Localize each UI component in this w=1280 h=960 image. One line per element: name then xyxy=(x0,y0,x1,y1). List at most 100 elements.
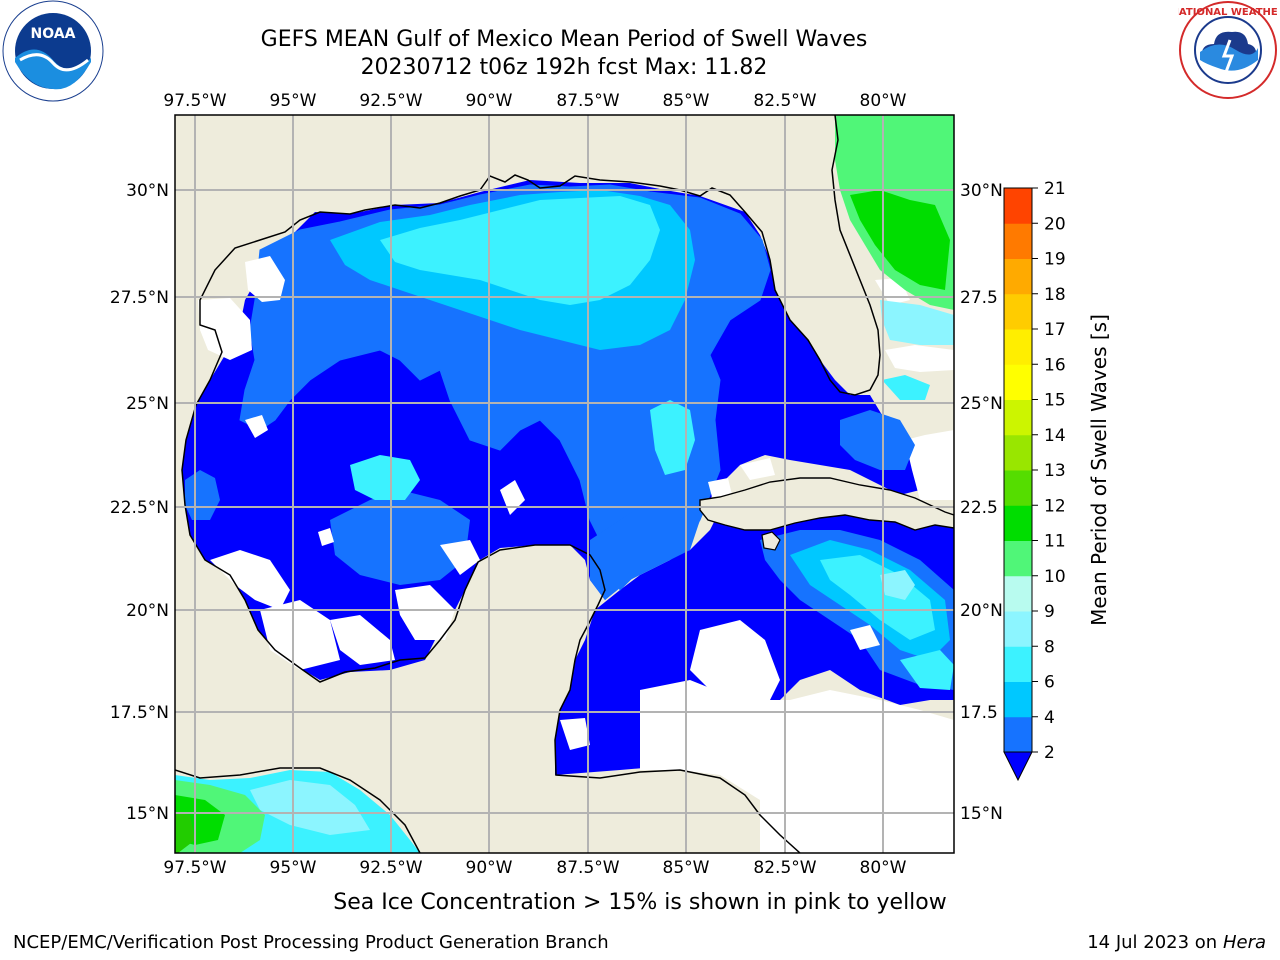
colorbar-tick-label: 15 xyxy=(1044,391,1066,411)
lon-label-top: 95°W xyxy=(270,91,317,111)
sea-ice-note: Sea Ice Concentration > 15% is shown in … xyxy=(333,890,947,915)
noaa-logo-text: NOAA xyxy=(31,26,76,42)
lat-label-right: 15°N xyxy=(960,804,1003,824)
lon-label-bottom: 87.5°W xyxy=(556,858,619,878)
colorbar-segment xyxy=(1004,611,1032,647)
left-lat-labels: 30°N 27.5°N 25°N 22.5°N 20°N 17.5°N 15°N xyxy=(110,181,169,824)
lon-label-top: 82.5°W xyxy=(753,91,816,111)
mexico-coastline xyxy=(184,504,801,853)
swell-band-2-4s-south xyxy=(330,490,470,585)
graticule xyxy=(175,115,954,853)
bottom-lon-labels: 97.5°W 95°W 92.5°W 90°W 87.5°W 85°W 82.5… xyxy=(163,858,906,878)
colorbar-segment xyxy=(1004,293,1032,330)
atlantic-band-6-8s-florida xyxy=(882,375,930,400)
colorbar-segment xyxy=(1004,681,1032,718)
colorbar-tick-label: 8 xyxy=(1044,637,1055,657)
colorbar-segment xyxy=(1004,399,1032,436)
lat-label-right: 20°N xyxy=(960,601,1003,621)
colorbar-segment xyxy=(1004,505,1032,541)
atlantic-band-8-9s xyxy=(880,300,954,345)
map-area xyxy=(175,115,954,853)
colorbar-segment xyxy=(1004,364,1032,400)
atlantic-band-2-4s-florida xyxy=(840,410,915,470)
colorbar-extend-under xyxy=(1003,751,1033,782)
isle-of-youth xyxy=(761,531,781,551)
lat-label-left: 27.5°N xyxy=(110,288,169,308)
lat-label-right: 27.5 xyxy=(960,288,998,308)
colorbar-tick-label: 6 xyxy=(1044,673,1055,693)
colorbar-tick-label: 18 xyxy=(1044,285,1066,305)
colorbar-tick-label: 11 xyxy=(1044,532,1066,552)
lon-label-top: 90°W xyxy=(466,91,513,111)
lat-label-left: 25°N xyxy=(126,394,169,414)
colorbar-tick-label: 17 xyxy=(1044,320,1066,340)
colorbar-segment xyxy=(1004,188,1032,224)
colorbar-tick-label: 10 xyxy=(1044,567,1066,587)
lat-label-left: 22.5°N xyxy=(110,498,169,518)
lon-label-top: 85°W xyxy=(663,91,710,111)
caribbean-band-8-9s xyxy=(880,570,915,600)
colorbar-tick-label: 20 xyxy=(1044,214,1066,234)
host-name: Hera xyxy=(1222,932,1266,953)
lat-label-right: 22.5 xyxy=(960,498,998,518)
lon-label-bottom: 82.5°W xyxy=(753,858,816,878)
colorbar-tick-label: 12 xyxy=(1044,496,1066,516)
pacific-band-11-12s xyxy=(175,812,195,853)
lon-label-bottom: 92.5°W xyxy=(359,858,422,878)
swell-band-6-8s-west xyxy=(350,455,420,500)
atlantic-band-10-11s xyxy=(850,190,950,290)
lon-label-bottom: 85°W xyxy=(663,858,710,878)
lon-label-bottom: 80°W xyxy=(860,858,907,878)
colorbar-segment xyxy=(1004,540,1032,577)
colorbar-segment xyxy=(1004,434,1032,471)
lat-label-right: 30°N xyxy=(960,181,1003,201)
colorbar-tick-label: 13 xyxy=(1044,461,1066,481)
chart-subtitle: 20230712 t06z 192h fcst Max: 11.82 xyxy=(360,55,768,80)
colorbar-segment xyxy=(1004,716,1032,753)
swell-band-2-4s-yucatan-channel xyxy=(590,500,700,600)
date-text: 14 Jul 2023 on xyxy=(1087,932,1223,953)
colorbar-segment xyxy=(1004,258,1032,295)
caribbean-band-6-8s-east xyxy=(900,650,954,690)
lon-label-top: 92.5°W xyxy=(359,91,422,111)
missing-data-patches xyxy=(198,256,954,853)
colorbar-segment xyxy=(1004,646,1032,682)
colorbar-tick-label: 4 xyxy=(1044,708,1055,728)
lat-label-left: 30°N xyxy=(126,181,169,201)
colorbar-segment xyxy=(1004,223,1032,259)
colorbar-tick-label: 19 xyxy=(1044,250,1066,270)
national-weather-service-logo: NATIONAL WEATHER xyxy=(1178,1,1278,99)
lon-label-bottom: 90°W xyxy=(466,858,513,878)
lat-label-left: 17.5°N xyxy=(110,703,169,723)
swell-band-6-8s-central xyxy=(650,400,695,475)
lat-label-right: 17.5 xyxy=(960,703,998,723)
svg-text:NATIONAL WEATHER: NATIONAL WEATHER xyxy=(1178,7,1278,18)
colorbar-segment xyxy=(1004,575,1032,612)
colorbar-tick-label: 2 xyxy=(1044,743,1055,763)
colorbar-segment xyxy=(1004,470,1032,506)
noaa-logo: NOAA xyxy=(2,0,104,102)
lon-label-bottom: 95°W xyxy=(270,858,317,878)
lon-label-bottom: 97.5°W xyxy=(163,858,226,878)
chart-title: GEFS MEAN Gulf of Mexico Mean Period of … xyxy=(260,27,868,52)
cuba-landmass xyxy=(699,477,954,531)
lat-label-left: 20°N xyxy=(126,601,169,621)
colorbar-segment xyxy=(1004,329,1032,365)
colorbar-tick-label: 21 xyxy=(1044,179,1066,199)
lon-label-top: 80°W xyxy=(860,91,907,111)
date-footer: 14 Jul 2023 on Hera xyxy=(1087,932,1266,953)
swell-band-6-8s xyxy=(380,196,660,305)
colorbar-tick-label: 16 xyxy=(1044,355,1066,375)
map-frame xyxy=(174,114,955,854)
caribbean-band-6-8s xyxy=(820,555,935,640)
pacific-coastline xyxy=(175,767,421,853)
organization-footer: NCEP/EMC/Verification Post Processing Pr… xyxy=(13,932,609,953)
lat-label-left: 15°N xyxy=(126,804,169,824)
colorbar: 2 4 6 8 9 10 11 12 13 14 15 16 17 18 19 20 21 Mean Perio… xyxy=(1003,179,1111,782)
colorbar-tick-label: 14 xyxy=(1044,426,1066,446)
pacific-band-8-9s xyxy=(250,780,370,835)
lon-label-top: 87.5°W xyxy=(556,91,619,111)
lon-label-top: 97.5°W xyxy=(163,91,226,111)
colorbar-tick-label: 9 xyxy=(1044,602,1055,622)
